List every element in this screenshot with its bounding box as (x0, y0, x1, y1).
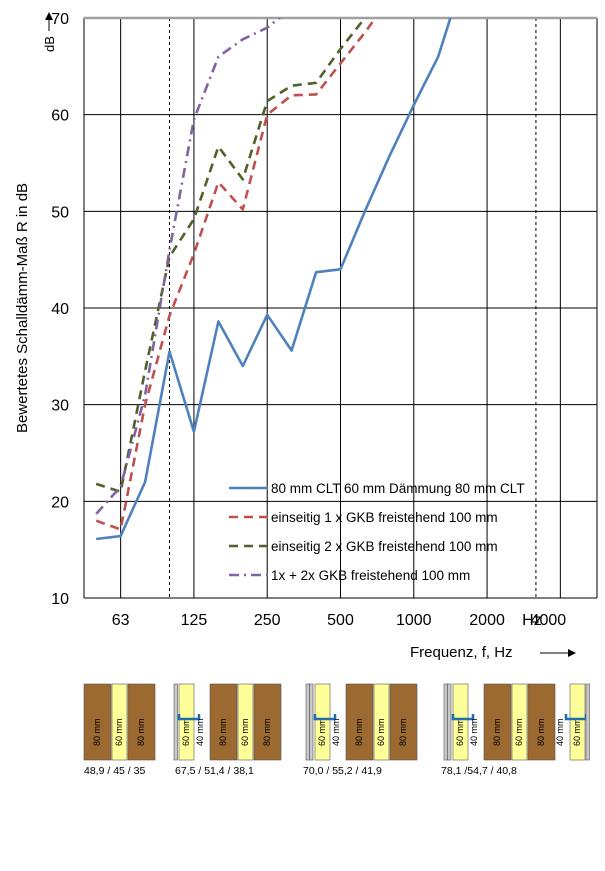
series-layer (95, 18, 452, 541)
x-tick-label: 4000 (531, 612, 567, 629)
insulation-layer (452, 683, 469, 761)
section-result: 67,5 / 51,4 / 38,1 (175, 765, 254, 777)
y-tick-label: 60 (51, 108, 69, 125)
x-tick-label: 63 (112, 612, 130, 629)
cw-profile (451, 714, 475, 721)
insulation-layer (314, 683, 331, 761)
clt-layer (345, 683, 374, 761)
clt-layer (527, 683, 556, 761)
series-line-2 (95, 18, 378, 531)
y-tick-label: 70 (51, 11, 69, 28)
gkb-board (173, 683, 178, 761)
y-unit-label: dB (42, 36, 57, 52)
layer-label: 60 mm (455, 718, 465, 746)
insulation-layer (111, 683, 128, 761)
y-tick-label: 20 (51, 494, 69, 511)
x-tick-label: 500 (327, 612, 354, 629)
layer-label: 80 mm (398, 718, 408, 746)
x-tick-label: 250 (254, 612, 281, 629)
layer-label: 40 mm (331, 718, 341, 746)
gkb-board (309, 683, 314, 761)
layer-label: 60 mm (317, 718, 327, 746)
y-tick-label: 10 (51, 591, 69, 608)
x-tick-label: 2000 (469, 612, 505, 629)
y-axis-title: Bewertetes Schalldämm-Maß R in dB (14, 183, 31, 433)
layer-label: 60 mm (181, 718, 191, 746)
series-line-1 (96, 18, 452, 541)
layer-label: 60 mm (240, 718, 250, 746)
insulation-layer (237, 683, 254, 761)
section-result: 78,1 /54,7 / 40,8 (441, 765, 517, 777)
layer-label: 40 mm (195, 718, 205, 746)
series-line-4 (95, 18, 282, 515)
layer-label: 80 mm (492, 718, 502, 746)
insulation-layer (178, 683, 195, 761)
legend-label: 1x + 2x GKB freistehend 100 mm (271, 568, 470, 583)
layer-label: 80 mm (218, 718, 228, 746)
cross-sections: 80 mm 60 mm 80 mm 48,9 / 45 / 35 60 mm 40 mm 8… (83, 683, 590, 777)
legend-label: 80 mm CLT 60 mm Dämmung 80 mm CLT (271, 481, 525, 496)
insulation-layer (373, 683, 390, 761)
layer-label: 60 mm (376, 718, 386, 746)
gkb-board (305, 683, 310, 761)
layer-label: 40 mm (555, 718, 565, 746)
layer-label: 80 mm (354, 718, 364, 746)
layer-label: 60 mm (114, 718, 124, 746)
grid (84, 17, 597, 599)
gkb-board (447, 683, 452, 761)
cw-profile (313, 714, 337, 721)
layer-label: 60 mm (572, 718, 582, 746)
insulation-layer (569, 683, 586, 761)
gkb-board (585, 683, 590, 761)
layer-label: 80 mm (262, 718, 272, 746)
x-tick-label: 125 (181, 612, 208, 629)
section-result: 48,9 / 45 / 35 (84, 765, 145, 777)
cw-profile (177, 714, 201, 721)
gkb-board (443, 683, 448, 761)
y-tick-label: 40 (51, 301, 69, 318)
legend: 80 mm CLT 60 mm Dämmung 80 mm CLT einseit… (229, 481, 525, 583)
section-result: 70,0 / 55,2 / 41,9 (303, 765, 382, 777)
clt-layer (253, 683, 282, 761)
x-axis-title: Frequenz, f, Hz (410, 644, 513, 661)
clt-layer (389, 683, 418, 761)
clt-layer (209, 683, 238, 761)
x-title-arrowhead (568, 649, 576, 657)
layer-label: 80 mm (136, 718, 146, 746)
clt-layer (83, 683, 112, 761)
series-line-3 (95, 18, 367, 493)
x-tick-label: 1000 (396, 612, 432, 629)
clt-layer (127, 683, 156, 761)
layer-label: 80 mm (536, 718, 546, 746)
layer-label: 60 mm (514, 718, 524, 746)
layer-label: 40 mm (469, 718, 479, 746)
y-tick-label: 50 (51, 204, 69, 221)
y-unit-arrowhead (45, 12, 53, 20)
legend-label: einseitig 1 x GKB freistehend 100 mm (271, 510, 498, 525)
clt-layer (483, 683, 512, 761)
legend-label: einseitig 2 x GKB freistehend 100 mm (271, 539, 498, 554)
x-unit-label: Hz (522, 612, 542, 629)
y-tick-label: 30 (51, 398, 69, 415)
layer-label: 80 mm (92, 718, 102, 746)
insulation-layer (511, 683, 528, 761)
